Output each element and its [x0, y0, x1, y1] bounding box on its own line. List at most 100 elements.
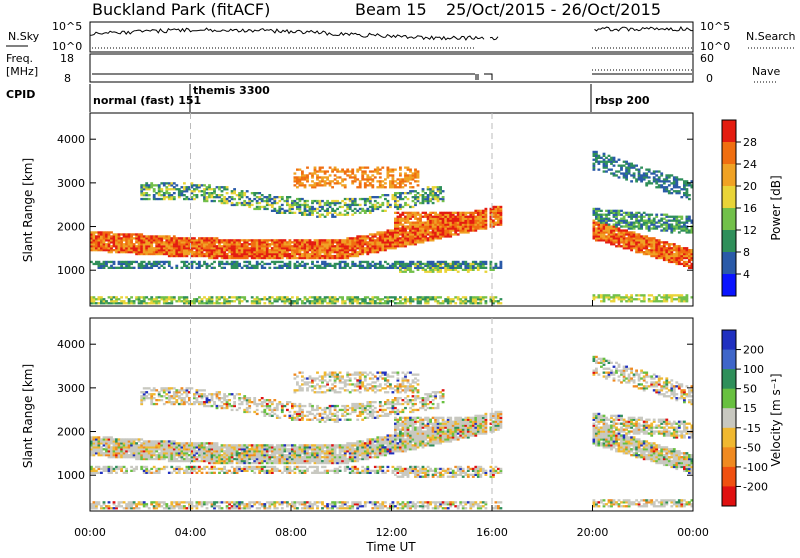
heatmap-cell [331, 241, 334, 244]
heatmap-cell [338, 245, 342, 248]
heatmap-cell [670, 231, 674, 234]
heatmap-cell [620, 213, 623, 216]
heatmap-cell [343, 209, 347, 212]
heatmap-cell [130, 454, 133, 457]
heatmap-cell [162, 194, 166, 197]
heatmap-cell [142, 501, 146, 504]
heatmap-cell [627, 231, 631, 234]
heatmap-cell [160, 467, 164, 471]
heatmap-cell [371, 245, 375, 248]
heatmap-cell [419, 262, 422, 266]
heatmap-cell [376, 237, 380, 240]
heatmap-cell [665, 223, 669, 226]
heatmap-cell [273, 207, 277, 211]
heatmap-cell [605, 213, 608, 216]
heatmap-cell [338, 205, 342, 209]
heatmap-cell [464, 260, 468, 264]
heatmap-cell [660, 174, 664, 177]
heatmap-cell [142, 184, 146, 187]
heatmap-cell [155, 197, 159, 201]
heatmap-cell [223, 266, 226, 269]
heatmap-cell [426, 233, 430, 236]
heatmap-cell [404, 300, 407, 303]
heatmap-cell [346, 252, 350, 256]
heatmap-cell [331, 213, 334, 216]
heatmap-cell [248, 266, 252, 269]
heatmap-cell [280, 197, 284, 201]
heatmap-cell [97, 452, 101, 455]
heatmap-cell [190, 247, 194, 250]
heatmap-cell [602, 225, 606, 228]
heatmap-cell [120, 442, 123, 445]
heatmap-cell [105, 247, 108, 250]
heatmap-cell [92, 452, 96, 455]
heatmap-cell [275, 243, 279, 246]
heatmap-cell [399, 192, 402, 195]
heatmap-cell [175, 252, 179, 256]
heatmap-cell [160, 243, 164, 246]
heatmap-cell [401, 298, 405, 301]
heatmap-cell [376, 207, 380, 211]
heatmap-cell [426, 221, 430, 224]
heatmap-cell [647, 251, 651, 254]
heatmap-cell [270, 243, 274, 246]
heatmap-cell [677, 178, 681, 181]
heatmap-cell [461, 260, 465, 264]
heatmap-cell [218, 264, 221, 267]
heatmap-cell [215, 194, 219, 197]
heatmap-cell [642, 172, 646, 175]
heatmap-cell [449, 221, 453, 224]
heatmap-cell [424, 197, 427, 201]
heatmap-cell [389, 205, 392, 209]
heatmap-cell [233, 296, 236, 299]
heatmap-cell [235, 203, 239, 207]
heatmap-cell [434, 300, 437, 303]
heatmap-cell [341, 251, 344, 254]
heatmap-cell [657, 254, 661, 258]
heatmap-cell [454, 302, 458, 305]
heatmap-cell [672, 186, 676, 189]
heatmap-cell [597, 162, 601, 165]
heatmap-cell [384, 235, 387, 238]
heatmap-cell [499, 205, 503, 209]
heatmap-cell [419, 229, 422, 232]
heatmap-cell [145, 471, 149, 474]
heatmap-cell [617, 231, 621, 234]
heatmap-cell [223, 247, 226, 250]
heatmap-cell [612, 229, 616, 232]
heatmap-cell [117, 235, 121, 238]
heatmap-cell [680, 225, 684, 228]
heatmap-cell [476, 225, 480, 228]
heatmap-cell [409, 205, 412, 209]
heatmap-cell [135, 239, 138, 242]
heatmap-cell [424, 199, 427, 203]
heatmap-cell [476, 211, 480, 214]
heatmap-cell [625, 241, 628, 244]
heatmap-cell [102, 444, 106, 447]
heatmap-cell [120, 300, 123, 303]
heatmap-cell [218, 188, 221, 191]
heatmap-cell [210, 245, 214, 248]
heatmap-cell [162, 197, 166, 201]
heatmap-cell [112, 260, 116, 264]
heatmap-cell [162, 503, 166, 506]
heatmap-cell [396, 227, 400, 230]
heatmap-cell [105, 465, 108, 469]
cpid-row: CPID normal (fast) 151 themis 3300 rbsp … [6, 84, 650, 112]
heatmap-cell [358, 239, 362, 242]
heatmap-cell [313, 300, 317, 303]
heatmap-cell [122, 235, 126, 238]
heatmap-cell [127, 266, 131, 269]
heatmap-cell [637, 239, 641, 242]
heatmap-cell [316, 296, 319, 299]
heatmap-cell [424, 192, 427, 195]
heatmap-cell [180, 251, 184, 254]
heatmap-cell [132, 440, 136, 443]
heatmap-cell [499, 302, 503, 305]
heatmap-cell [137, 438, 141, 441]
heatmap-cell [361, 300, 365, 303]
heatmap-cell [140, 247, 144, 250]
heatmap-cell [258, 254, 262, 258]
heatmap-cell [110, 446, 113, 449]
heatmap-cell [268, 296, 272, 299]
